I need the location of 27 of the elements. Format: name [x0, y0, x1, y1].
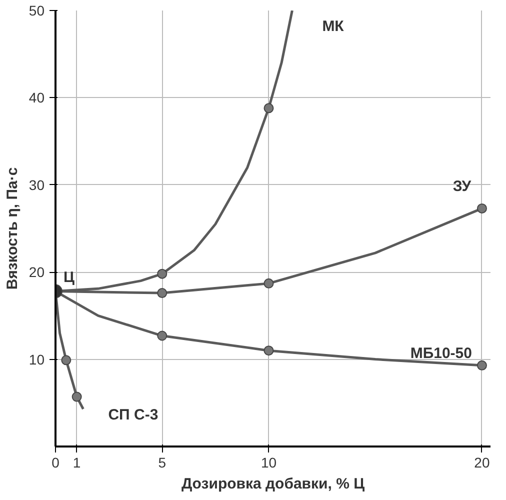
- point: [72, 392, 82, 402]
- x-axis-title: Дозировка добавки, % Ц: [181, 476, 365, 492]
- y-tick-label: 20: [28, 264, 45, 280]
- x-tick-label: 5: [158, 454, 166, 470]
- x-tick-label: 20: [474, 454, 490, 470]
- x-tick-label: 1: [72, 454, 81, 470]
- point: [264, 103, 274, 114]
- point: [157, 330, 168, 341]
- y-tick-label: 50: [28, 2, 45, 18]
- point: [264, 278, 274, 288]
- y-tick-label: 30: [28, 176, 45, 193]
- series-label: МБ10-50: [410, 344, 472, 362]
- point: [476, 360, 487, 370]
- point: [61, 355, 72, 366]
- series-label: ЗУ: [452, 178, 472, 195]
- text: МК: [322, 18, 345, 35]
- x-tick-label: 10: [260, 454, 277, 470]
- series-label: Ц: [64, 268, 74, 286]
- x-tick-label: 0: [52, 454, 60, 470]
- y-tick-label: 40: [28, 90, 45, 106]
- series-label: СП С-3: [108, 406, 158, 424]
- y-axis-title: Вязкость η, Па·с: [4, 167, 21, 290]
- y-tick-label: 10: [28, 351, 45, 368]
- point: [476, 203, 487, 214]
- point: [264, 346, 274, 356]
- point: [157, 288, 168, 298]
- point: [157, 268, 168, 279]
